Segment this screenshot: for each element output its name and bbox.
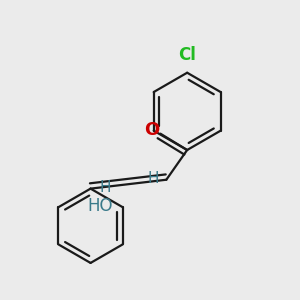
Text: H: H bbox=[147, 171, 159, 186]
Text: O: O bbox=[145, 121, 160, 139]
Text: H: H bbox=[99, 180, 111, 195]
Text: Cl: Cl bbox=[178, 46, 196, 64]
Text: HO: HO bbox=[88, 197, 113, 215]
